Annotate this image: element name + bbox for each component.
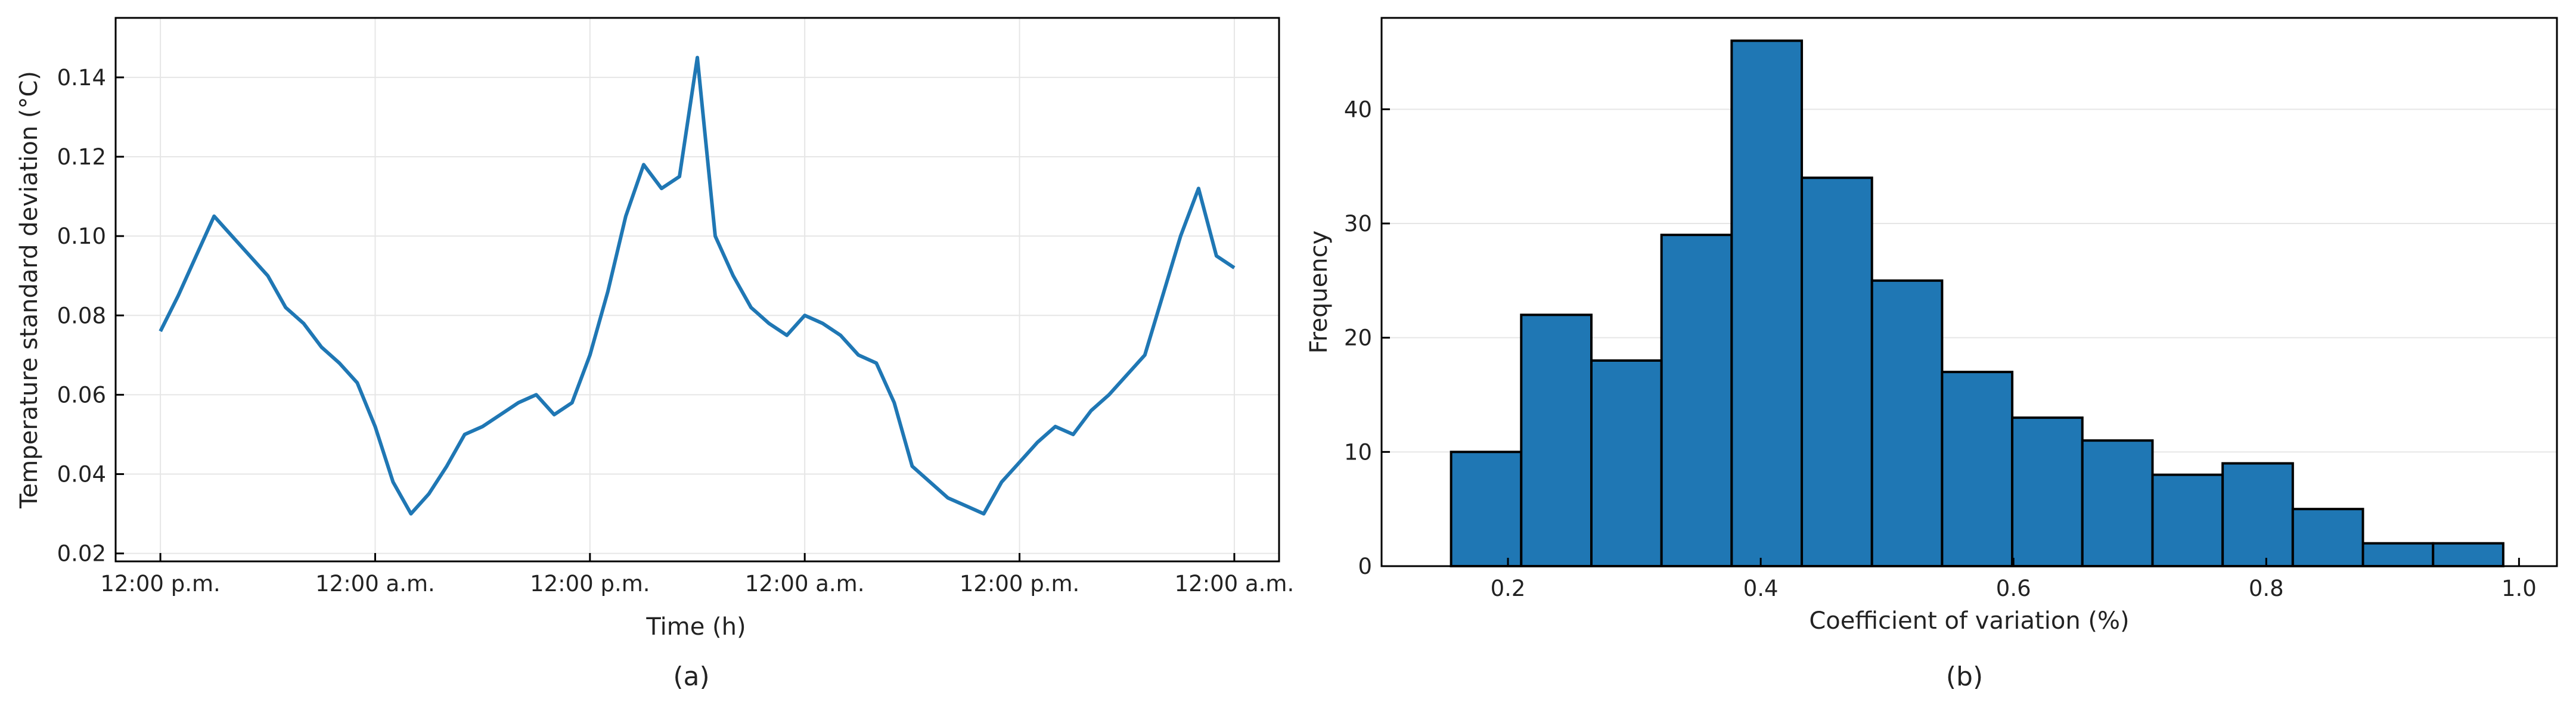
panel-b-y-ticks: 0 10 20 30 40 xyxy=(1344,97,1390,579)
histogram-bar xyxy=(2432,542,2504,568)
panel-a-y-tick-label: 0.08 xyxy=(57,303,106,328)
panel-a-frame xyxy=(114,17,1280,563)
panel-a-y-tick-label: 0.04 xyxy=(57,462,106,487)
histogram-bar xyxy=(1730,39,1804,568)
panel-b-x-tick-label: 0.4 xyxy=(1743,576,1779,601)
panel-a-line-chart: 0.020.040.060.080.100.120.14 12:00 p.m. 1… xyxy=(15,17,1294,692)
panel-b-y-tick-label: 30 xyxy=(1344,211,1372,237)
histogram-bar xyxy=(1590,359,1663,567)
panel-b-x-tick-label: 0.2 xyxy=(1491,576,1526,601)
panel-a-points xyxy=(160,57,1235,514)
panel-a-x-ticks: 12:00 p.m. 12:00 a.m. 12:00 p.m. 12:00 a.m.… xyxy=(100,553,1294,597)
histogram-bar xyxy=(2081,439,2154,568)
panel-b-x-tick-label: 0.6 xyxy=(1996,576,2031,601)
histogram-bar xyxy=(1660,234,1733,567)
histogram-bar xyxy=(2361,542,2435,568)
panel-b-x-axis-label: Coefficient of variation (%) xyxy=(1809,607,2129,635)
panel-b-frame xyxy=(1380,17,2558,567)
panel-a-x-tick-label: 12:00 a.m. xyxy=(1175,571,1295,597)
panel-a-y-tick-label: 0.12 xyxy=(57,144,106,170)
panel-b-y-tick-label: 10 xyxy=(1344,439,1372,465)
panel-a-x-axis-label: Time (h) xyxy=(645,613,746,641)
panel-a-x-tick-label: 12:00 a.m. xyxy=(745,571,865,597)
histogram-bar xyxy=(2011,416,2084,567)
panel-a-y-tick-label: 0.10 xyxy=(57,223,106,249)
histogram-bar xyxy=(1801,176,1873,568)
panel-a-gridlines xyxy=(116,18,1279,561)
panel-a-x-tick-label: 12:00 a.m. xyxy=(315,571,435,597)
panel-a-x-tick-label: 12:00 p.m. xyxy=(100,571,220,597)
panel-b-x-tick-label: 0.8 xyxy=(2249,576,2284,601)
panel-a-y-tick-label: 0.06 xyxy=(57,382,106,408)
panel-b-x-ticks: 0.2 0.4 0.6 0.8 1.0 xyxy=(1491,558,2537,601)
panel-a-x-tick-label: 12:00 p.m. xyxy=(530,571,650,597)
histogram-bar xyxy=(1870,279,1944,567)
panel-a-label: (a) xyxy=(673,661,709,692)
panel-a-y-ticks: 0.02 0.04 0.06 0.08 0.10 0.12 0.14 xyxy=(57,65,124,567)
panel-b-y-tick-label: 0 xyxy=(1358,554,1372,579)
panel-a-y-axis-label: Temperature standard deviation (°C) xyxy=(15,71,43,509)
panel-a-x-tick-label: 12:00 p.m. xyxy=(960,571,1079,597)
panel-b-y-axis-label: Frequency xyxy=(1305,231,1333,354)
panel-a-y-tick-label: 0.14 xyxy=(57,65,106,91)
histogram-bar xyxy=(1450,451,1523,567)
panel-b-bars xyxy=(1450,39,2504,568)
histogram-bar xyxy=(2291,508,2364,568)
panel-b-histogram: 0 10 20 30 40 0.2 0.4 0.6 0.8 1.0 Frequency Coef… xyxy=(1305,17,2558,692)
histogram-bar xyxy=(2221,462,2294,567)
histogram-bar xyxy=(1520,313,1593,567)
histogram-bar xyxy=(2151,473,2224,568)
panel-a-y-tick-label: 0.02 xyxy=(57,541,106,567)
panel-b-label: (b) xyxy=(1946,661,1983,692)
panel-b-y-tick-label: 40 xyxy=(1344,97,1372,122)
panel-b-y-tick-label: 20 xyxy=(1344,325,1372,351)
panel-b-x-tick-label: 1.0 xyxy=(2501,576,2537,601)
histogram-bar xyxy=(1941,371,2014,568)
